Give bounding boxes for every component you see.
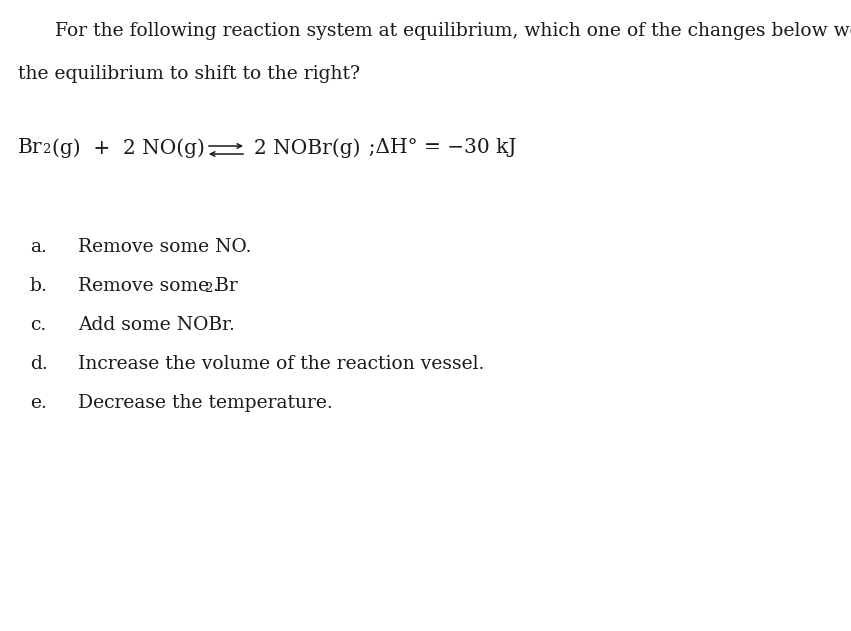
Text: a.: a.: [30, 238, 47, 256]
Text: 2: 2: [204, 282, 213, 295]
Text: .: .: [212, 277, 218, 295]
Text: the equilibrium to shift to the right?: the equilibrium to shift to the right?: [18, 65, 360, 83]
Text: 2: 2: [42, 143, 50, 156]
Text: c.: c.: [30, 316, 46, 334]
Text: Br: Br: [18, 138, 43, 157]
Text: Remove some NO.: Remove some NO.: [78, 238, 252, 256]
Text: Decrease the temperature.: Decrease the temperature.: [78, 394, 333, 412]
Text: Increase the volume of the reaction vessel.: Increase the volume of the reaction vess…: [78, 355, 484, 373]
Text: For the following reaction system at equilibrium, which one of the changes below: For the following reaction system at equ…: [55, 22, 851, 40]
Text: b.: b.: [30, 277, 48, 295]
Text: 2 NOBr(g): 2 NOBr(g): [254, 138, 361, 158]
Text: e.: e.: [30, 394, 47, 412]
Text: ;ΔH° = −30 kJ: ;ΔH° = −30 kJ: [356, 138, 517, 157]
Text: Remove some Br: Remove some Br: [78, 277, 237, 295]
Text: Add some NOBr.: Add some NOBr.: [78, 316, 235, 334]
Text: d.: d.: [30, 355, 48, 373]
Text: (g)  +  2 NO(g): (g) + 2 NO(g): [52, 138, 205, 158]
